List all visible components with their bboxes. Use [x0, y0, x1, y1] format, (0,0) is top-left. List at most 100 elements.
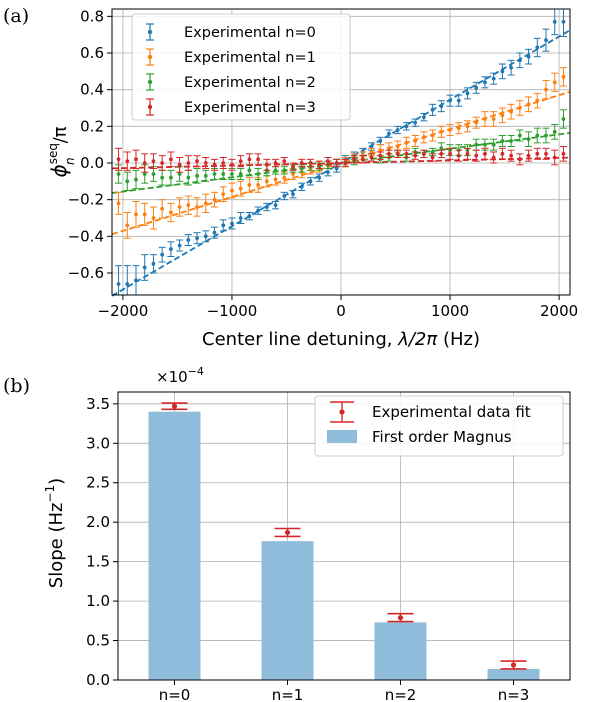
data-point-n1 [291, 172, 295, 176]
y-tick-label: 0.0 [80, 154, 104, 172]
data-point-n1 [160, 206, 165, 211]
data-point-n3 [561, 151, 566, 156]
panel-a-label: (a) [3, 5, 29, 27]
data-point-n1 [195, 205, 199, 209]
data-point-n3 [256, 157, 261, 162]
data-point-n2 [544, 133, 548, 138]
data-point-n3 [168, 157, 173, 162]
bar-magnus [261, 541, 314, 680]
data-point-n1 [212, 197, 217, 202]
panel-b-bars [148, 411, 540, 680]
data-point-n0 [491, 76, 496, 81]
data-point-n0 [465, 91, 470, 96]
data-point-n0 [134, 278, 138, 283]
bar-magnus [374, 622, 427, 680]
y-tick-label: −0.6 [68, 264, 104, 282]
data-point-n2 [203, 173, 208, 178]
data-point-n3 [221, 161, 226, 165]
data-point-n3 [317, 162, 322, 167]
data-point-n1 [509, 109, 514, 114]
data-point-n1 [125, 223, 130, 228]
data-point-n2 [238, 172, 243, 176]
y-tick-label: 3.5 [86, 395, 110, 413]
data-point-n2 [535, 133, 540, 138]
y-tick-label: 0.0 [86, 671, 110, 689]
x-tick-label: n=0 [159, 686, 191, 702]
data-point-n3 [465, 151, 470, 156]
legend-a-marker [147, 104, 153, 110]
data-point-n0 [448, 98, 452, 103]
y-tick-label: 0.4 [80, 81, 104, 99]
data-point-n1 [186, 203, 191, 208]
legend-b-label: Experimental data fit [372, 403, 531, 421]
data-point-n3 [291, 164, 295, 169]
data-point-n1 [238, 186, 243, 191]
data-point-n1 [561, 74, 566, 79]
data-point-n3 [483, 151, 487, 156]
data-point-n1 [387, 146, 391, 151]
bar-magnus [487, 668, 540, 680]
data-point-n0 [552, 19, 557, 24]
data-point-n3 [212, 162, 217, 167]
data-point-n2 [483, 142, 487, 147]
panel-b-ylabel: Slope (Hz−1) [43, 478, 67, 588]
data-point-n1 [552, 80, 557, 85]
data-point-n0 [326, 170, 330, 175]
y-tick-label: −0.2 [68, 191, 104, 209]
data-point-n1 [282, 175, 287, 180]
data-point-n1 [517, 106, 522, 110]
data-point-n3 [552, 155, 557, 160]
data-point-n1 [221, 192, 226, 197]
data-point-n3 [535, 151, 540, 156]
data-point-n1 [116, 201, 121, 206]
data-point-n3 [352, 157, 356, 162]
data-point-n1 [483, 117, 487, 121]
data-point-n0 [369, 144, 374, 149]
data-point-n0 [299, 184, 304, 189]
y-tick-label: 0.5 [86, 632, 110, 650]
data-point-n0 [247, 214, 252, 219]
legend-a-box [131, 13, 351, 121]
data-point-n1 [535, 98, 540, 103]
data-point-n3 [509, 153, 514, 158]
data-point-n3 [360, 157, 365, 162]
data-point-n2 [125, 179, 130, 184]
y-tick-label: 1.0 [86, 592, 110, 610]
data-point-n1 [413, 139, 418, 143]
data-point-n0 [160, 252, 165, 257]
data-point-n1 [230, 188, 234, 193]
data-point-n0 [177, 243, 182, 248]
data-point-n3 [474, 153, 479, 158]
data-point-n0 [195, 236, 199, 241]
data-point-n2 [168, 175, 173, 180]
data-point-n3 [203, 161, 208, 165]
data-point-n3 [273, 161, 278, 165]
data-point-n3 [326, 159, 330, 164]
data-point-n3 [195, 159, 199, 164]
data-point-n1 [177, 205, 182, 209]
data-point-n2 [142, 172, 147, 176]
data-point-n0 [186, 238, 191, 242]
data-point-n0 [212, 230, 217, 235]
fit-point [284, 529, 291, 536]
data-point-n2 [186, 175, 191, 180]
data-point-n0 [526, 54, 531, 59]
data-point-n0 [517, 58, 522, 63]
panel-a-xlabel: Center line detuning, λ/2π (Hz) [202, 329, 480, 350]
fit-point [171, 403, 178, 409]
data-point-n0 [151, 261, 156, 266]
data-point-n0 [168, 247, 173, 252]
panel-b-multiplier: ×10−4 [156, 365, 204, 386]
data-point-n1 [134, 212, 138, 217]
panel-a-legend: Experimental n=0 Experimental n=1 Experime… [131, 13, 351, 121]
data-point-n1 [465, 124, 470, 129]
y-tick-label: 2.5 [86, 474, 110, 492]
data-point-n0 [308, 179, 313, 184]
data-point-n0 [439, 104, 444, 109]
data-point-n0 [404, 124, 409, 129]
data-point-n3 [308, 161, 313, 165]
legend-a-label: Experimental n=3 [184, 100, 316, 116]
data-point-n3 [264, 162, 269, 167]
data-point-n0 [561, 19, 566, 24]
